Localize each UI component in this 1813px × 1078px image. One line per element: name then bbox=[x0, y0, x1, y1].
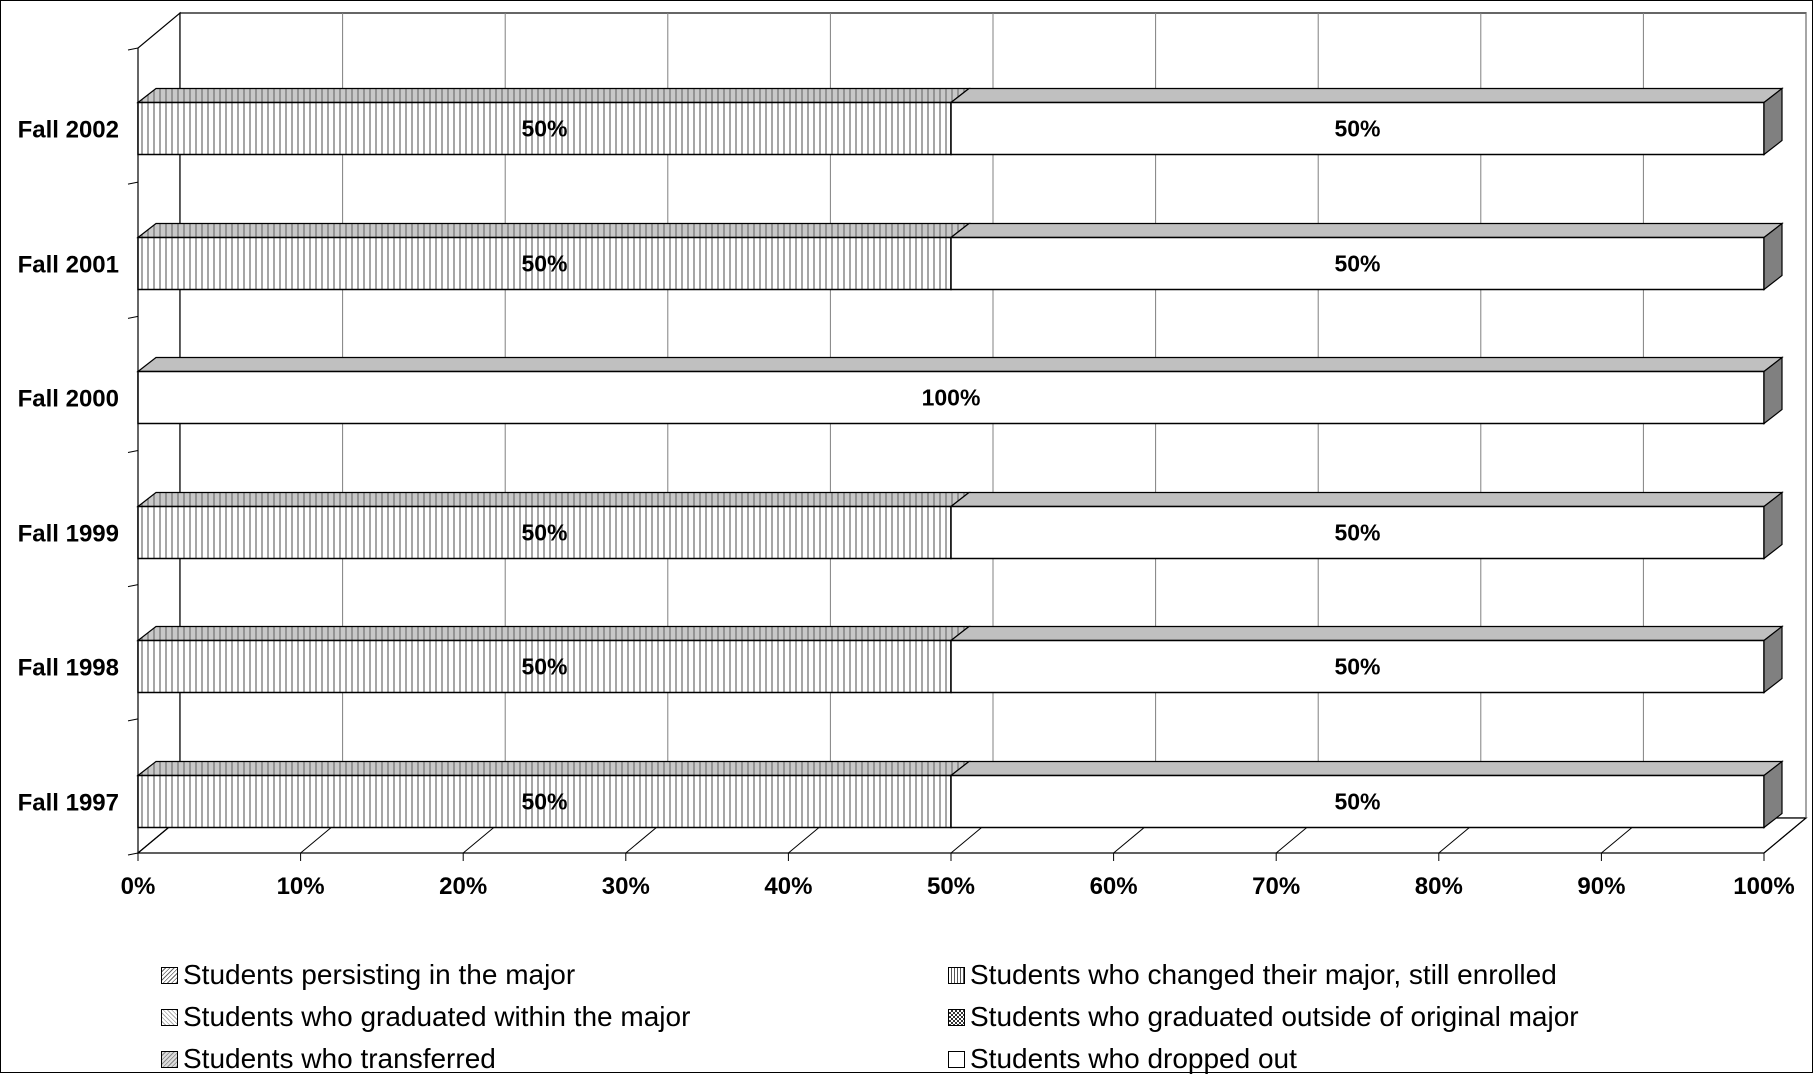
bar-segment-top bbox=[136, 222, 971, 239]
data-labels: 50% 50% 50% 50% 100% 50% 50% 50% 50% 50% 50% bbox=[521, 116, 1380, 815]
x-tick-label: 70% bbox=[1252, 873, 1300, 900]
data-label: 50% bbox=[521, 251, 567, 277]
bar-segment bbox=[950, 639, 1765, 694]
x-tick-label: 0% bbox=[121, 873, 156, 900]
data-label: 100% bbox=[922, 385, 981, 411]
x-tick-label: 90% bbox=[1577, 873, 1625, 900]
legend-label: Students who transferred bbox=[183, 1043, 496, 1074]
bar-segment-top bbox=[949, 625, 1784, 642]
bar-segment bbox=[950, 505, 1765, 560]
legend-label: Students who dropped out bbox=[970, 1043, 1297, 1074]
x-tick-label: 40% bbox=[764, 873, 812, 900]
category-label: Fall 2002 bbox=[18, 117, 119, 144]
data-label: 50% bbox=[1334, 251, 1380, 277]
bar-segment bbox=[950, 101, 1765, 156]
data-label: 50% bbox=[521, 520, 567, 546]
y-tick-mark bbox=[127, 584, 139, 588]
category-label: Fall 2001 bbox=[18, 252, 119, 279]
x-axis-ticks: 0% 10% 20% 30% 40% 50% 60% 70% 80% 90% 100% bbox=[121, 873, 1795, 900]
data-label: 50% bbox=[521, 654, 567, 680]
bar-side bbox=[1763, 760, 1783, 829]
legend: Students persisting in the major Students… bbox=[161, 956, 1721, 1074]
bar-segment-top bbox=[136, 760, 971, 777]
gridline-floor bbox=[1763, 817, 1807, 854]
y-tick-mark bbox=[127, 47, 139, 51]
y-tick-mark bbox=[127, 450, 139, 453]
bar-segment bbox=[137, 774, 952, 829]
legend-item: Students who dropped out bbox=[948, 1040, 1297, 1078]
legend-swatch bbox=[161, 1050, 178, 1068]
data-label: 50% bbox=[1334, 789, 1380, 815]
bar-segment bbox=[137, 505, 952, 560]
bar-segment-top bbox=[949, 491, 1784, 508]
category-label: Fall 1998 bbox=[18, 655, 119, 682]
x-tick-label: 60% bbox=[1090, 873, 1138, 900]
bar-segment-top bbox=[136, 491, 971, 508]
x-tick-label: 50% bbox=[927, 873, 975, 900]
category-label: Fall 1999 bbox=[18, 521, 119, 548]
bar-segment bbox=[137, 101, 952, 156]
legend-item: Students who graduated within the major bbox=[161, 998, 690, 1036]
x-tick-label: 80% bbox=[1415, 873, 1463, 900]
legend-label: Students who changed their major, still … bbox=[970, 959, 1557, 990]
bar-side bbox=[1763, 222, 1783, 291]
y-tick-mark bbox=[127, 181, 139, 185]
data-label: 50% bbox=[1334, 116, 1380, 142]
legend-swatch bbox=[948, 966, 965, 984]
bar-segment-top bbox=[949, 760, 1784, 777]
bar-side bbox=[1763, 87, 1783, 156]
bar-side bbox=[1763, 491, 1783, 560]
category-labels: Fall 2002 Fall 2001 Fall 2000 Fall 1999 Fall… bbox=[18, 117, 119, 817]
bar-segment-top bbox=[949, 222, 1784, 239]
category-label: Fall 1997 bbox=[18, 790, 119, 817]
bar-segment bbox=[137, 370, 1765, 425]
x-tick-label: 20% bbox=[439, 873, 487, 900]
bar-segment-top bbox=[136, 356, 1784, 373]
bars bbox=[136, 87, 1784, 829]
data-label: 50% bbox=[1334, 654, 1380, 680]
legend-item: Students who changed their major, still … bbox=[948, 956, 1557, 994]
legend-label: Students who graduated outside of origin… bbox=[970, 1001, 1579, 1032]
y-tick-mark bbox=[127, 315, 139, 319]
bar-segment-top bbox=[136, 87, 971, 104]
y-tick-mark bbox=[127, 852, 139, 856]
x-tick-label: 30% bbox=[602, 873, 650, 900]
bar-segment-top bbox=[136, 625, 971, 642]
bar-segment bbox=[950, 774, 1765, 829]
data-label: 50% bbox=[521, 116, 567, 142]
legend-swatch bbox=[948, 1050, 965, 1068]
legend-item: Students persisting in the major bbox=[161, 956, 575, 994]
bar-segment-top bbox=[949, 87, 1784, 104]
y-tick-mark bbox=[127, 718, 139, 722]
bar-segment bbox=[950, 236, 1765, 291]
data-label: 50% bbox=[1334, 520, 1380, 546]
bar-segment bbox=[137, 639, 952, 694]
legend-swatch bbox=[161, 1008, 178, 1026]
legend-item: Students who transferred bbox=[161, 1040, 496, 1078]
x-tick-label: 100% bbox=[1733, 873, 1794, 900]
legend-item: Students who graduated outside of origin… bbox=[948, 998, 1579, 1036]
category-label: Fall 2000 bbox=[18, 386, 119, 413]
x-tick-label: 10% bbox=[277, 873, 325, 900]
legend-swatch bbox=[948, 1008, 965, 1026]
legend-swatch bbox=[161, 966, 178, 984]
bar-segment bbox=[137, 236, 952, 291]
legend-label: Students persisting in the major bbox=[183, 959, 576, 990]
bar-side bbox=[1763, 356, 1783, 425]
bar-side bbox=[1763, 625, 1783, 694]
legend-label: Students who graduated within the major bbox=[183, 1001, 691, 1032]
data-label: 50% bbox=[521, 789, 567, 815]
